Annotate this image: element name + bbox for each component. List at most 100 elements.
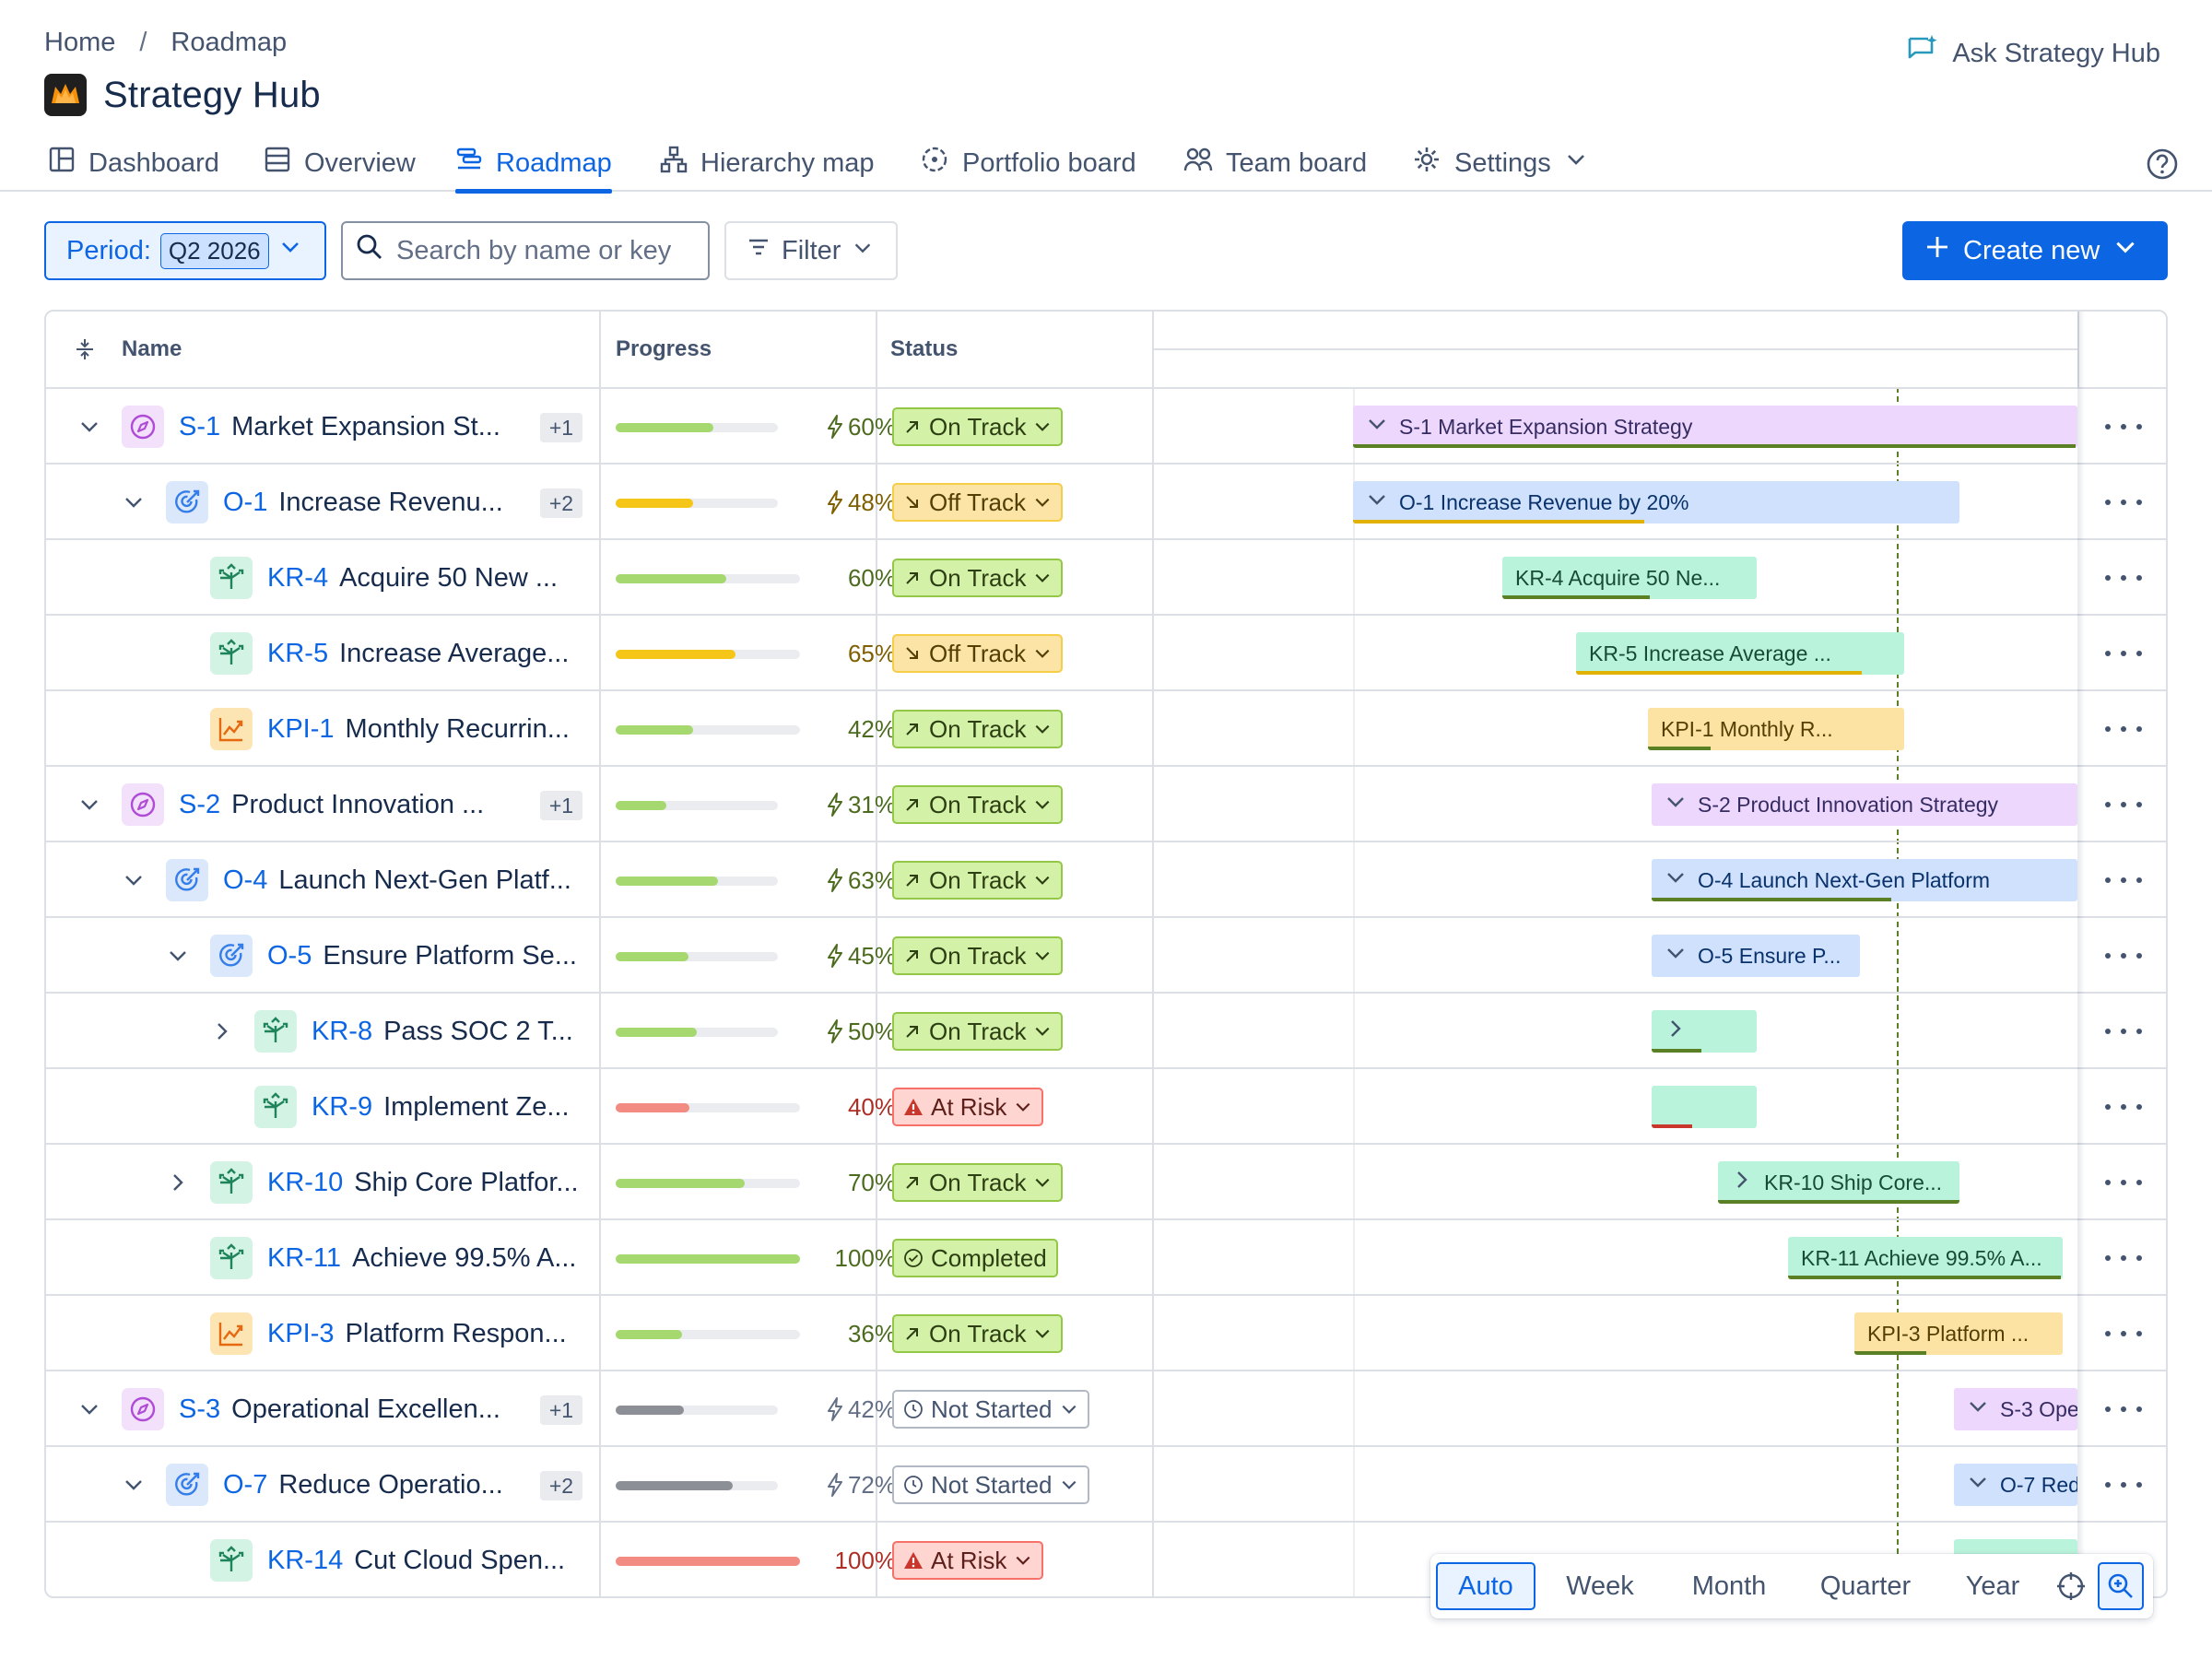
chevron-right-icon[interactable]: [166, 1171, 190, 1194]
gantt-bar[interactable]: KR-11 Achieve 99.5% A...: [1788, 1237, 2063, 1279]
status-dropdown[interactable]: Off Track: [892, 483, 1063, 522]
more-actions-icon[interactable]: [2105, 488, 2142, 516]
zoom-quarter[interactable]: Quarter: [1819, 1571, 1912, 1601]
tab-portfolio-board[interactable]: Portfolio board: [920, 135, 1136, 192]
chevron-down-icon[interactable]: [1366, 488, 1388, 516]
column-header-name[interactable]: Name: [122, 336, 182, 361]
item-name[interactable]: Operational Excellen...: [231, 1394, 500, 1424]
status-dropdown[interactable]: At Risk: [892, 1541, 1044, 1580]
more-actions-icon[interactable]: [2105, 715, 2142, 743]
status-dropdown[interactable]: On Track: [892, 861, 1064, 900]
item-name[interactable]: Launch Next-Gen Platf...: [278, 865, 571, 895]
item-name[interactable]: Monthly Recurrin...: [345, 713, 570, 744]
tab-settings[interactable]: Settings: [1412, 135, 1588, 192]
gantt-bar[interactable]: O-1 Increase Revenue by 20%: [1353, 481, 1959, 524]
gantt-bar[interactable]: [1652, 1010, 1757, 1053]
gantt-bar[interactable]: KR-4 Acquire 50 Ne...: [1502, 557, 1757, 599]
zoom-year[interactable]: Year: [1965, 1571, 2020, 1601]
status-dropdown[interactable]: On Track: [892, 559, 1064, 597]
item-key[interactable]: O-4: [223, 865, 268, 895]
tab-overview[interactable]: Overview: [264, 135, 416, 192]
column-header-status[interactable]: Status: [890, 336, 959, 361]
item-name[interactable]: Reduce Operatio...: [278, 1469, 503, 1500]
item-name[interactable]: Cut Cloud Spen...: [354, 1545, 566, 1575]
table-row[interactable]: KR-9 Implement Ze... 40% At Risk: [46, 1067, 2166, 1143]
item-name[interactable]: Pass SOC 2 T...: [383, 1016, 573, 1046]
status-dropdown[interactable]: On Track: [892, 710, 1064, 748]
tab-hierarchy-map[interactable]: Hierarchy map: [660, 135, 875, 192]
zoom-fit-icon[interactable]: [2098, 1562, 2144, 1610]
table-row[interactable]: KR-10 Ship Core Platfor... 70% On Track KR-1…: [46, 1143, 2166, 1218]
item-name[interactable]: Ship Core Platfor...: [354, 1167, 579, 1197]
gantt-bar[interactable]: O-5 Ensure P...: [1652, 935, 1860, 977]
gantt-bar[interactable]: KR-5 Increase Average ...: [1576, 632, 1904, 675]
chevron-down-icon[interactable]: [1665, 866, 1687, 894]
children-count-badge[interactable]: +2: [540, 1471, 582, 1500]
more-actions-icon[interactable]: [2105, 1169, 2142, 1196]
item-name[interactable]: Achieve 99.5% A...: [352, 1242, 577, 1273]
search-input[interactable]: Search by name or key: [341, 221, 710, 280]
tab-roadmap[interactable]: Roadmap: [455, 135, 612, 194]
more-actions-icon[interactable]: [2105, 942, 2142, 970]
chevron-down-icon[interactable]: [1665, 942, 1687, 970]
table-row[interactable]: S-3 Operational Excellen... +1 42% Not Start…: [46, 1370, 2166, 1445]
status-dropdown[interactable]: Off Track: [892, 634, 1063, 673]
status-dropdown[interactable]: On Track: [892, 1163, 1064, 1202]
chevron-right-icon[interactable]: [1731, 1169, 1753, 1196]
gantt-bar[interactable]: [1652, 1086, 1757, 1128]
more-actions-icon[interactable]: [2105, 1018, 2142, 1045]
status-dropdown[interactable]: On Track: [892, 1314, 1064, 1353]
breadcrumb-current[interactable]: Roadmap: [171, 28, 288, 57]
chevron-down-icon[interactable]: [77, 1397, 101, 1421]
tab-team-board[interactable]: Team board: [1183, 135, 1367, 192]
table-row[interactable]: KR-11 Achieve 99.5% A... 100% Completed KR-1…: [46, 1218, 2166, 1294]
help-icon[interactable]: [2146, 147, 2179, 185]
children-count-badge[interactable]: +1: [540, 413, 582, 442]
period-selector[interactable]: Period: Q2 2026: [44, 221, 326, 280]
table-row[interactable]: S-1 Market Expansion St... +1 60% On Track S-…: [46, 387, 2166, 463]
item-key[interactable]: KR-8: [312, 1016, 373, 1046]
more-actions-icon[interactable]: [2105, 413, 2142, 441]
chevron-down-icon[interactable]: [77, 793, 101, 817]
table-row[interactable]: O-5 Ensure Platform Se... 45% On Track O-5 E…: [46, 916, 2166, 992]
table-row[interactable]: KPI-1 Monthly Recurrin... 42% On Track KPI-1…: [46, 689, 2166, 765]
tab-dashboard[interactable]: Dashboard: [48, 135, 219, 192]
item-key[interactable]: KR-5: [267, 638, 329, 668]
breadcrumb-home[interactable]: Home: [44, 28, 116, 57]
status-dropdown[interactable]: Not Started: [892, 1390, 1089, 1429]
gantt-bar[interactable]: O-4 Launch Next-Gen Platform: [1652, 859, 2077, 901]
item-key[interactable]: KR-11: [267, 1242, 342, 1273]
chevron-right-icon[interactable]: [210, 1019, 234, 1043]
chevron-right-icon[interactable]: [1665, 1018, 1687, 1045]
more-actions-icon[interactable]: [2105, 564, 2142, 592]
item-key[interactable]: S-2: [179, 789, 221, 819]
gantt-bar[interactable]: KPI-3 Platform ...: [1854, 1312, 2063, 1355]
item-name[interactable]: Increase Revenu...: [278, 487, 503, 517]
chevron-down-icon[interactable]: [122, 1473, 146, 1497]
item-name[interactable]: Platform Respon...: [345, 1318, 567, 1348]
gantt-bar[interactable]: O-7 Redu: [1954, 1464, 2077, 1506]
item-key[interactable]: KR-9: [312, 1091, 373, 1122]
table-row[interactable]: O-7 Reduce Operatio... +2 72% Not Started O-7…: [46, 1445, 2166, 1521]
zoom-auto[interactable]: Auto: [1436, 1562, 1535, 1610]
gantt-bar[interactable]: KPI-1 Monthly R...: [1648, 708, 1904, 750]
more-actions-icon[interactable]: [2105, 1244, 2142, 1272]
status-dropdown[interactable]: Completed: [892, 1239, 1058, 1277]
status-dropdown[interactable]: On Track: [892, 1012, 1064, 1051]
gantt-bar[interactable]: S-1 Market Expansion Strategy: [1353, 406, 2077, 448]
item-key[interactable]: O-5: [267, 940, 312, 971]
item-name[interactable]: Increase Average...: [339, 638, 570, 668]
ask-strategy-hub-button[interactable]: Ask Strategy Hub: [1906, 33, 2160, 74]
more-actions-icon[interactable]: [2105, 640, 2142, 667]
chevron-down-icon[interactable]: [1665, 791, 1687, 818]
table-row[interactable]: KR-4 Acquire 50 New ... 60% On Track KR-4 Ac…: [46, 538, 2166, 614]
today-target-icon[interactable]: [2048, 1562, 2094, 1610]
table-row[interactable]: KR-5 Increase Average... 65% Off Track KR-5 …: [46, 614, 2166, 689]
item-key[interactable]: KR-4: [267, 562, 329, 593]
create-new-button[interactable]: Create new: [1902, 221, 2168, 280]
chevron-down-icon[interactable]: [1967, 1471, 1989, 1499]
chevron-down-icon[interactable]: [77, 415, 101, 439]
item-key[interactable]: KR-10: [267, 1167, 344, 1197]
more-actions-icon[interactable]: [2105, 866, 2142, 894]
status-dropdown[interactable]: On Track: [892, 785, 1064, 824]
